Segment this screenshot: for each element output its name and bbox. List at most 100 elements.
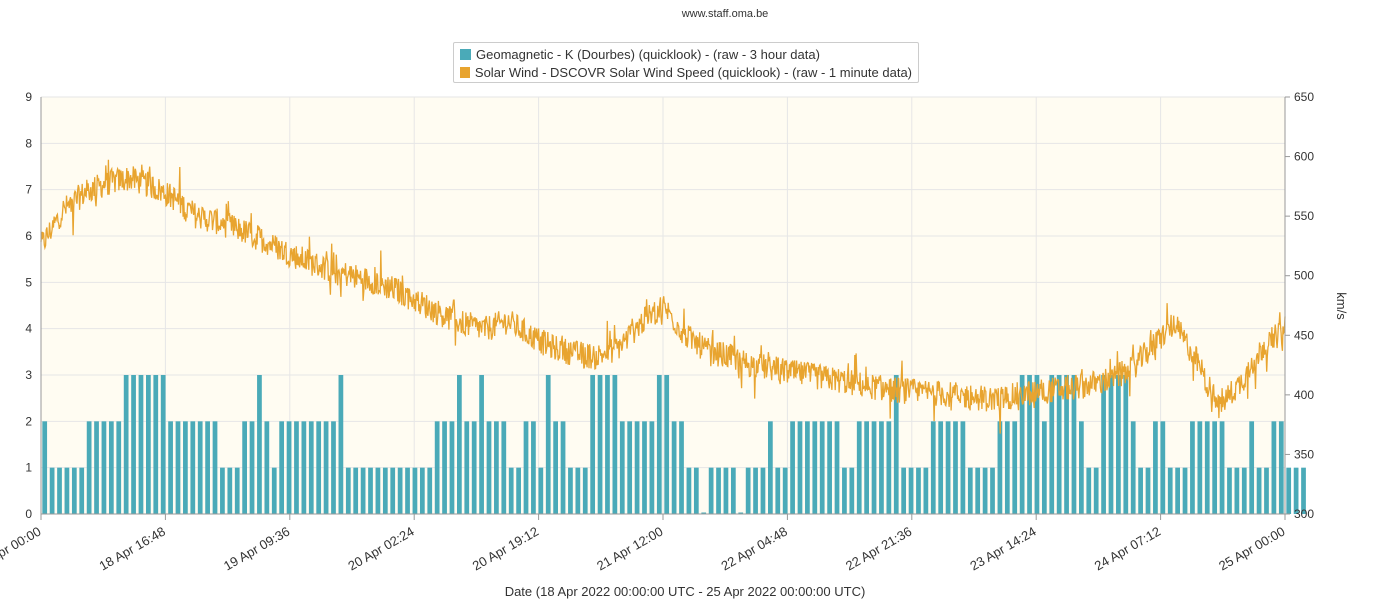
- geomagnetic-bar: [434, 421, 440, 514]
- geomagnetic-bar: [671, 421, 677, 514]
- geomagnetic-bar: [1256, 467, 1262, 514]
- y-right-tick-label: 500: [1294, 269, 1314, 283]
- geomagnetic-bar: [819, 421, 825, 514]
- geomagnetic-bar: [664, 375, 670, 514]
- geomagnetic-bar: [301, 421, 307, 514]
- geomagnetic-bar: [382, 467, 388, 514]
- y-left-tick-label: 8: [25, 136, 32, 150]
- geomagnetic-bar: [901, 467, 907, 514]
- geomagnetic-bar: [308, 421, 314, 514]
- geomagnetic-bar: [390, 467, 396, 514]
- geomagnetic-bar: [94, 421, 99, 514]
- geomagnetic-bar: [427, 467, 433, 514]
- geomagnetic-bar: [1271, 421, 1277, 514]
- geomagnetic-bar: [523, 421, 529, 514]
- geomagnetic-bar: [1138, 467, 1143, 514]
- geomagnetic-bar: [353, 467, 359, 514]
- geomagnetic-bar: [49, 467, 55, 514]
- geomagnetic-bar: [101, 421, 107, 514]
- geomagnetic-bar: [160, 375, 166, 514]
- y-right-tick-label: 300: [1294, 507, 1314, 521]
- legend-item-geomagnetic[interactable]: Geomagnetic - K (Dourbes) (quicklook) - …: [460, 45, 912, 63]
- geomagnetic-bar: [397, 467, 403, 514]
- geomagnetic-bar: [190, 421, 196, 514]
- geomagnetic-bar: [531, 421, 536, 514]
- x-tick-label: 24 Apr 07:12: [1092, 524, 1163, 574]
- geomagnetic-bar: [545, 375, 551, 514]
- x-tick-label: 18 Apr 16:48: [97, 524, 168, 574]
- x-tick-label: 22 Apr 04:48: [719, 524, 790, 574]
- geomagnetic-bar: [1160, 421, 1166, 514]
- geomagnetic-bar: [405, 467, 410, 514]
- geomagnetic-bar: [538, 467, 544, 514]
- geomagnetic-bar: [886, 421, 892, 514]
- geomagnetic-bar: [419, 467, 425, 514]
- geomagnetic-bar: [264, 421, 270, 514]
- geomagnetic-bar: [753, 467, 758, 514]
- solar-wind-line: [40, 159, 1286, 434]
- geomagnetic-bar: [619, 421, 625, 514]
- geomagnetic-bar: [686, 467, 692, 514]
- geomagnetic-bar: [990, 467, 995, 514]
- geomagnetic-bar: [1293, 467, 1299, 514]
- y-right-tick-label: 450: [1294, 328, 1314, 342]
- geomagnetic-bar: [1027, 375, 1032, 514]
- geomagnetic-bar: [982, 467, 988, 514]
- geomagnetic-bar: [183, 421, 188, 514]
- geomagnetic-bar: [879, 421, 884, 514]
- x-tick-label: 19 Apr 09:36: [221, 524, 292, 574]
- geomagnetic-bar: [553, 421, 559, 514]
- y-left-tick-label: 1: [25, 461, 32, 475]
- geomagnetic-bar: [168, 421, 173, 514]
- geomagnetic-bar: [1078, 421, 1084, 514]
- geomagnetic-bar: [1123, 375, 1129, 514]
- geomagnetic-bar: [930, 421, 936, 514]
- geomagnetic-bar: [316, 421, 322, 514]
- geomagnetic-bar: [582, 467, 588, 514]
- legend-label-solar-wind: Solar Wind - DSCOVR Solar Wind Speed (qu…: [474, 64, 912, 80]
- legend-item-solar-wind[interactable]: Solar Wind - DSCOVR Solar Wind Speed (qu…: [460, 63, 912, 81]
- y-left-tick-label: 7: [25, 183, 32, 197]
- geomagnetic-bar: [782, 467, 788, 514]
- geomagnetic-bar: [479, 375, 484, 514]
- geomagnetic-bar: [612, 375, 618, 514]
- geomagnetic-bar: [745, 467, 751, 514]
- geomagnetic-bar: [997, 421, 1003, 514]
- geomagnetic-bar: [145, 375, 151, 514]
- legend-label-geomagnetic: Geomagnetic - K (Dourbes) (quicklook) - …: [476, 46, 820, 62]
- geomagnetic-bar: [1227, 467, 1232, 514]
- geomagnetic-bar: [871, 421, 877, 514]
- geomagnetic-bar: [197, 421, 203, 514]
- geomagnetic-bar: [345, 467, 351, 514]
- geomagnetic-bar: [560, 421, 566, 514]
- geomagnetic-bar: [257, 375, 262, 514]
- geomagnetic-bar: [1064, 375, 1069, 514]
- geomagnetic-bar: [1182, 467, 1188, 514]
- geomagnetic-bar: [1212, 421, 1218, 514]
- y-left-tick-label: 4: [25, 322, 32, 336]
- x-tick-label: 20 Apr 19:12: [470, 524, 541, 574]
- geomagnetic-bar: [908, 467, 914, 514]
- geomagnetic-bar: [64, 467, 70, 514]
- geomagnetic-bar: [649, 421, 655, 514]
- y-left-tick-label: 9: [25, 90, 32, 104]
- geomagnetic-bar: [953, 421, 958, 514]
- geomagnetic-bar: [131, 375, 136, 514]
- geomagnetic-bar: [294, 421, 299, 514]
- x-tick-label: 23 Apr 14:24: [967, 524, 1038, 574]
- geomagnetic-bar: [1145, 467, 1151, 514]
- geomagnetic-bar: [449, 421, 455, 514]
- geomagnetic-bar: [1167, 467, 1173, 514]
- geomagnetic-bar: [716, 467, 721, 514]
- geomagnetic-bar: [1234, 467, 1240, 514]
- geomagnetic-bar: [338, 375, 344, 514]
- y-left-tick-label: 3: [25, 368, 32, 382]
- geomagnetic-bar: [1190, 421, 1195, 514]
- x-tick-label: 25 Apr 00:00: [1216, 524, 1287, 574]
- geomagnetic-bar: [501, 421, 507, 514]
- geomagnetic-bar: [679, 421, 684, 514]
- geomagnetic-bar: [508, 467, 514, 514]
- geomagnetic-bar: [412, 467, 418, 514]
- geomagnetic-bar: [1153, 421, 1158, 514]
